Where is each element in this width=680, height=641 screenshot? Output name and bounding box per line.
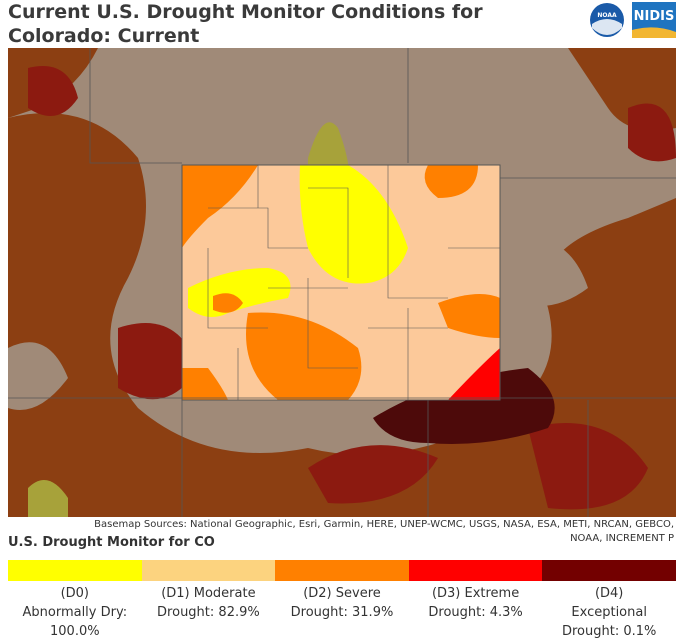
legend-name: (D1) Moderate Drought: (157, 586, 256, 620)
legend-percent: 82.9% (218, 605, 260, 620)
legend-label: (D0) Abnormally Dry: 100.0% (8, 584, 142, 641)
legend-swatch (408, 560, 543, 581)
legend: (D0) Abnormally Dry: 100.0% (D1) Moderate… (8, 560, 676, 641)
legend-item: (D3) Extreme Drought: 4.3% (408, 560, 543, 641)
legend-swatch (8, 560, 142, 581)
legend-item: (D0) Abnormally Dry: 100.0% (8, 560, 142, 641)
legend-name: (D3) Extreme Drought: (428, 586, 520, 620)
legend-swatch (542, 560, 676, 581)
legend-percent: 4.3% (489, 605, 523, 620)
legend-name: (D0) Abnormally Dry: (22, 586, 128, 620)
legend-item: (D2) Severe Drought: 31.9% (275, 560, 409, 641)
legend-percent: 0.1% (623, 624, 657, 639)
noaa-text: NOAA (597, 12, 617, 19)
legend-name: (D2) Severe Drought: (290, 586, 381, 620)
legend-item: (D4) Exceptional Drought: 0.1% (542, 560, 676, 641)
legend-title: U.S. Drought Monitor for CO (8, 535, 215, 550)
legend-swatch (275, 560, 409, 581)
logos: NOAA NIDIS (590, 2, 676, 38)
nidis-text: NIDIS (634, 9, 675, 24)
legend-label: (D2) Severe Drought: 31.9% (275, 584, 409, 622)
map (8, 48, 676, 517)
page: Current U.S. Drought Monitor Conditions … (8, 1, 676, 639)
attribution: Basemap Sources: National Geographic, Es… (94, 519, 674, 544)
legend-label: (D4) Exceptional Drought: 0.1% (542, 584, 676, 641)
legend-percent: 100.0% (50, 624, 100, 639)
legend-label: (D1) Moderate Drought: 82.9% (142, 584, 276, 622)
legend-percent: 31.9% (352, 605, 394, 620)
legend-label: (D3) Extreme Drought: 4.3% (409, 584, 543, 622)
title: Current U.S. Drought Monitor Conditions … (8, 1, 483, 47)
legend-item: (D1) Moderate Drought: 82.9% (141, 560, 276, 641)
legend-swatch (141, 560, 276, 581)
